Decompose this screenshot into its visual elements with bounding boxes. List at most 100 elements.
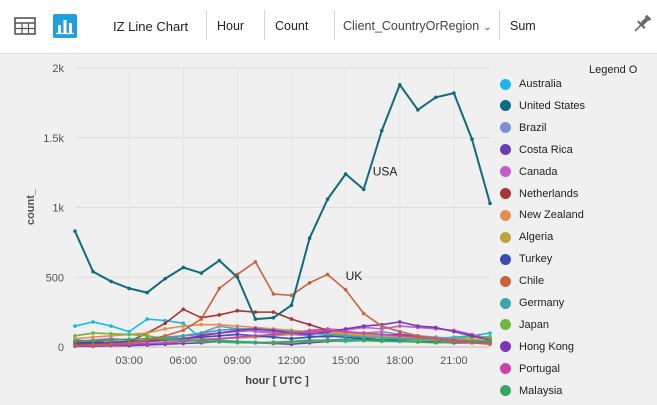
legend-label: Japan — [519, 318, 549, 331]
data-point — [397, 320, 402, 324]
data-point — [253, 334, 258, 338]
data-point — [145, 338, 149, 342]
data-point — [379, 128, 384, 133]
legend-item[interactable]: Algeria — [500, 227, 553, 247]
data-point — [253, 260, 258, 264]
data-point — [109, 279, 113, 284]
legend-item[interactable]: Australia — [500, 74, 562, 94]
legend-item[interactable]: Japan — [500, 315, 549, 335]
legend-swatch — [500, 275, 511, 287]
data-point — [109, 338, 113, 342]
data-point — [361, 187, 366, 192]
legend-item[interactable]: Portugal — [500, 359, 560, 379]
data-point — [109, 331, 113, 336]
data-point — [109, 342, 113, 347]
data-point — [361, 324, 366, 328]
pin-icon[interactable] — [630, 12, 654, 36]
data-point — [397, 82, 402, 87]
y-tick-label: 500 — [46, 272, 64, 284]
data-point — [343, 337, 348, 342]
data-point — [488, 342, 492, 347]
aggregate-selector[interactable]: Sum — [510, 19, 536, 33]
data-point — [488, 334, 492, 339]
data-point — [235, 275, 240, 280]
data-point — [361, 338, 366, 342]
data-point — [217, 313, 222, 317]
data-point — [127, 329, 131, 334]
table-icon[interactable] — [13, 14, 37, 38]
series-line — [74, 337, 491, 344]
data-point — [488, 201, 492, 206]
data-point — [470, 341, 474, 345]
data-point — [235, 335, 240, 340]
x-axis-field[interactable]: Hour — [217, 19, 245, 33]
chart-toolbar: IZ Line Chart Hour Count Client_CountryO… — [0, 0, 657, 54]
data-point — [397, 336, 402, 341]
legend-item[interactable]: Brazil — [500, 118, 547, 138]
legend-item[interactable]: Chile — [500, 271, 544, 291]
data-point — [253, 317, 258, 321]
data-point — [397, 339, 402, 344]
legend-item[interactable]: Costa Rica — [500, 140, 573, 160]
data-point — [325, 338, 330, 342]
data-point — [163, 334, 168, 338]
split-by-dropdown[interactable]: Client_CountryOrRegion ⌄ — [343, 19, 492, 33]
y-tick-label: 1.5k — [43, 133, 64, 145]
legend-item[interactable]: Turkey — [500, 249, 552, 269]
data-point — [307, 329, 312, 334]
data-point — [452, 339, 456, 344]
data-point — [325, 272, 330, 277]
data-point — [181, 324, 186, 328]
data-point — [199, 322, 204, 327]
data-point — [163, 341, 168, 345]
data-point — [289, 339, 294, 344]
legend-label: Netherlands — [519, 187, 579, 200]
toolbar-divider — [206, 10, 207, 40]
y-axis-field[interactable]: Count — [275, 19, 309, 33]
legend-item[interactable]: Hong Kong — [500, 337, 574, 357]
data-point — [163, 337, 168, 342]
data-point — [343, 288, 348, 292]
data-point — [253, 327, 258, 331]
data-point — [397, 329, 402, 334]
data-point — [379, 338, 384, 343]
legend-item[interactable]: New Zealand — [500, 205, 584, 225]
bar-chart-icon[interactable] — [53, 14, 77, 38]
legend-swatch — [500, 297, 511, 309]
data-point — [361, 331, 366, 335]
legend-item[interactable]: Canada — [500, 162, 558, 182]
data-point — [235, 332, 240, 337]
data-point — [325, 197, 330, 201]
x-tick-label: 09:00 — [224, 355, 252, 367]
data-point — [289, 317, 294, 321]
legend-item[interactable]: United States — [500, 96, 585, 116]
x-axis-label: hour [ UTC ] — [245, 375, 309, 387]
x-tick-label: 21:00 — [440, 355, 468, 367]
legend-item[interactable]: Malaysia — [500, 381, 562, 401]
data-point — [109, 324, 113, 328]
y-tick-label: 0 — [58, 342, 64, 354]
data-point — [470, 334, 474, 338]
data-point — [217, 339, 222, 344]
data-point — [73, 229, 77, 234]
data-point — [343, 329, 348, 334]
chart-type-selector[interactable]: IZ Line Chart — [113, 19, 189, 34]
data-point — [217, 328, 222, 333]
data-point — [379, 332, 384, 337]
data-point — [343, 334, 348, 338]
data-point — [199, 331, 204, 335]
legend-label: Australia — [519, 78, 562, 90]
data-point — [434, 341, 438, 345]
data-point — [307, 338, 312, 343]
legend-swatch — [500, 253, 511, 265]
data-point — [127, 337, 131, 342]
legend-label: New Zealand — [519, 209, 584, 222]
data-point — [325, 328, 330, 333]
data-point — [217, 258, 222, 263]
legend-item[interactable]: Netherlands — [500, 184, 578, 204]
series-chile — [73, 260, 492, 348]
data-point — [181, 328, 186, 333]
data-point — [199, 317, 204, 321]
data-point — [91, 320, 95, 324]
legend-item[interactable]: Germany — [500, 293, 564, 313]
